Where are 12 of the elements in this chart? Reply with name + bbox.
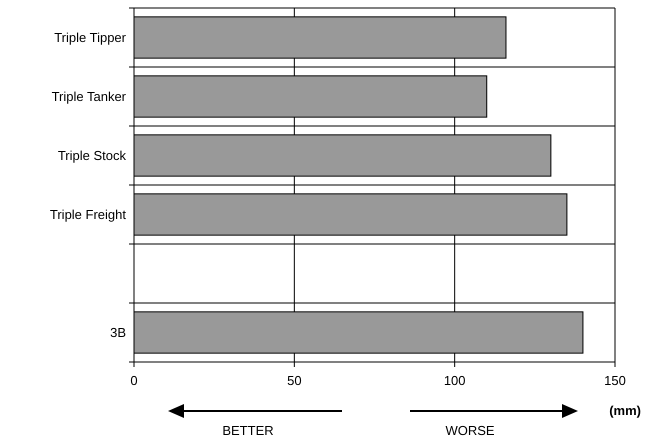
- y-tick-label: Triple Tanker: [52, 89, 127, 104]
- y-tick-label: Triple Freight: [50, 207, 126, 222]
- x-tick-label: 0: [130, 373, 138, 388]
- x-tick-label: 150: [604, 373, 626, 388]
- y-tick-label: 3B: [110, 325, 126, 340]
- y-tick-label: Triple Stock: [58, 148, 126, 163]
- text: WORSE: [445, 423, 495, 438]
- x-tick-label: 100: [444, 373, 466, 388]
- text: BETTER: [222, 423, 274, 438]
- y-tick-label: Triple Tipper: [54, 30, 127, 45]
- x-tick-label: 50: [287, 373, 302, 388]
- x-axis-title: (mm): [609, 403, 641, 418]
